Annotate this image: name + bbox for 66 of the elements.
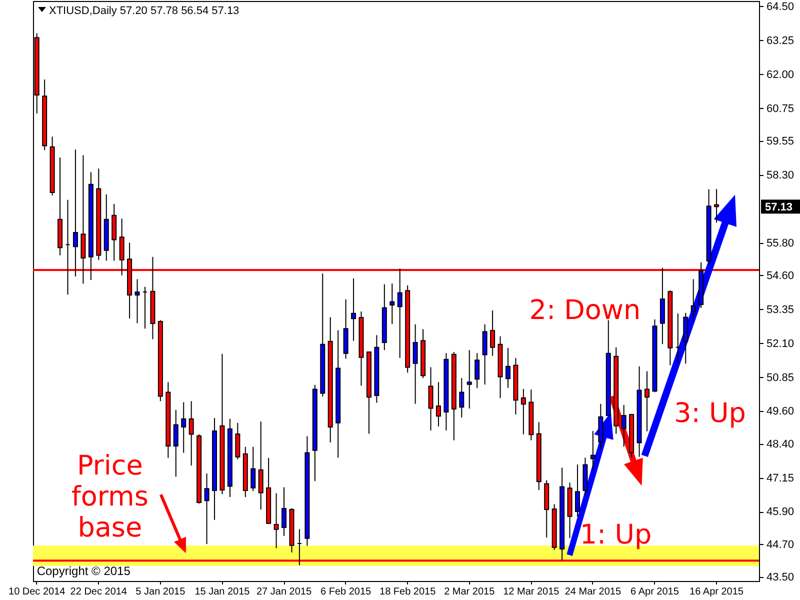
y-tick-label: 55.80 <box>766 237 794 250</box>
y-tick-label: 53.35 <box>766 304 794 316</box>
candlestick <box>72 149 78 277</box>
candlestick <box>250 446 256 492</box>
annotation: Copyright © 2015 <box>36 564 131 578</box>
candlestick <box>474 352 480 389</box>
y-tick-label: 44.70 <box>766 538 794 551</box>
x-tick-label: 5 Jan 2015 <box>136 586 186 598</box>
x-tick-label: 2 Mar 2015 <box>444 586 496 598</box>
y-tick-label: 52.10 <box>766 338 794 350</box>
candlestick <box>459 378 464 418</box>
candlestick <box>235 422 240 460</box>
y-tick-label: 54.60 <box>766 270 794 282</box>
y-tick-label: 58.30 <box>766 169 794 182</box>
candlestick <box>575 464 580 518</box>
y-tick-label: 49.60 <box>766 406 794 418</box>
x-tick-label: 16 Apr 2015 <box>690 586 744 598</box>
y-tick-label: 45.90 <box>766 506 794 518</box>
y-tick-label: 63.25 <box>766 34 794 47</box>
candlestick <box>274 492 279 549</box>
x-tick-label: 22 Dec 2014 <box>70 586 128 598</box>
x-tick-label: 12 Mar 2015 <box>503 586 560 598</box>
candlestick <box>505 347 510 388</box>
y-tick-label: 64.50 <box>766 0 794 13</box>
candlestick <box>428 366 434 431</box>
candlestick <box>621 404 626 448</box>
annotation: 1: Up <box>580 519 652 550</box>
candlestick <box>397 268 402 358</box>
candlestick <box>714 188 720 224</box>
x-tick-label: 24 Mar 2015 <box>564 586 622 598</box>
candlestick <box>258 421 264 510</box>
x-tick-label: 15 Jan 2015 <box>194 586 250 598</box>
candlestick <box>173 409 178 478</box>
x-tick-label: 10 Dec 2014 <box>8 586 66 598</box>
candlestick <box>204 472 210 545</box>
annotation: 3: Up <box>674 398 746 430</box>
x-tick-label: 6 Feb 2015 <box>320 586 372 598</box>
y-tick-label: 62.00 <box>766 68 794 81</box>
x-tick-label: 18 Feb 2015 <box>380 586 436 598</box>
candlestick <box>412 324 418 404</box>
y-tick-label: 43.50 <box>766 571 794 584</box>
y-tick-label: 48.40 <box>766 438 794 450</box>
candlestick <box>181 402 186 454</box>
text: 57.13 <box>765 202 793 214</box>
y-tick-label: 59.55 <box>766 135 794 148</box>
candlestick <box>482 324 488 386</box>
candlestick <box>436 382 441 427</box>
candlestick <box>390 283 395 325</box>
candlestick <box>466 350 472 409</box>
candlestick <box>520 388 526 435</box>
annotation: Price forms base <box>71 450 148 544</box>
y-tick-label: 47.15 <box>766 472 794 484</box>
annotation: 2: Down <box>529 294 641 326</box>
candlestick <box>351 278 356 342</box>
candlestick <box>590 430 596 471</box>
candlestick <box>134 278 140 324</box>
candlestick <box>188 400 194 466</box>
candlestick <box>282 486 287 536</box>
x-tick-label: 6 Apr 2015 <box>630 586 680 598</box>
x-tick-label: 27 Jan 2015 <box>256 586 312 598</box>
candlestick <box>690 278 696 322</box>
y-tick-label: 50.85 <box>766 372 794 384</box>
chart-title: XTIUSD,Daily 57.20 57.78 56.54 57.13 <box>49 5 240 17</box>
candlestick <box>644 370 650 432</box>
candlestick <box>490 310 496 356</box>
y-tick-label: 60.75 <box>766 102 794 115</box>
